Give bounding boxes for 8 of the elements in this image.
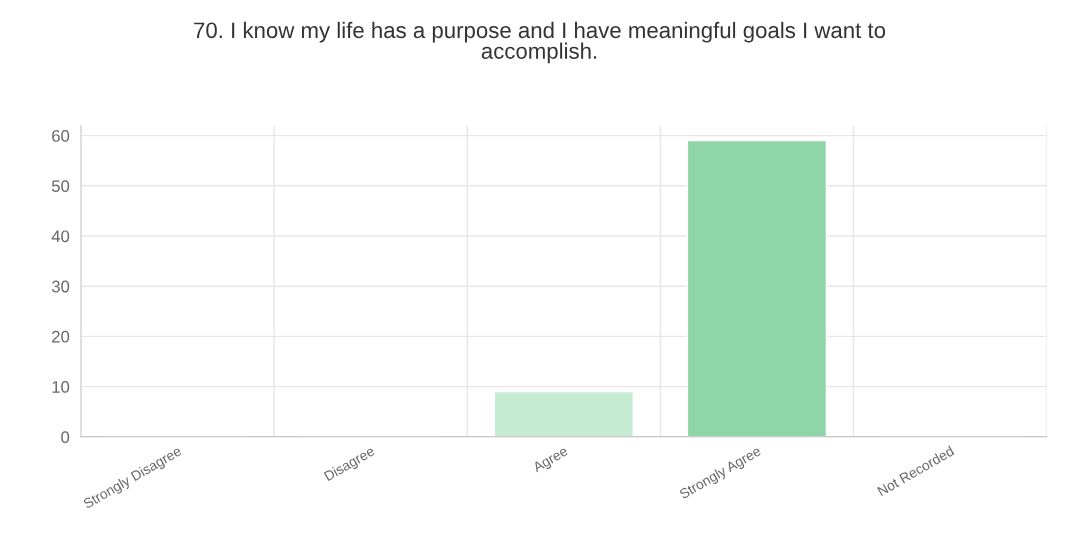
- chart-title: 70. I know my life has a purpose and I have meaningful goals I want to accomplish.: [194, 21, 886, 64]
- y-tick-label: 60: [52, 130, 70, 142]
- y-tick-label: 40: [51, 230, 70, 243]
- y-tick-label: 0: [61, 431, 70, 443]
- y-tick-label: 30: [51, 280, 70, 293]
- y-tick-label: 10: [52, 381, 70, 393]
- y-tick-label: 20: [52, 330, 70, 343]
- y-tick-label: 50: [51, 180, 70, 193]
